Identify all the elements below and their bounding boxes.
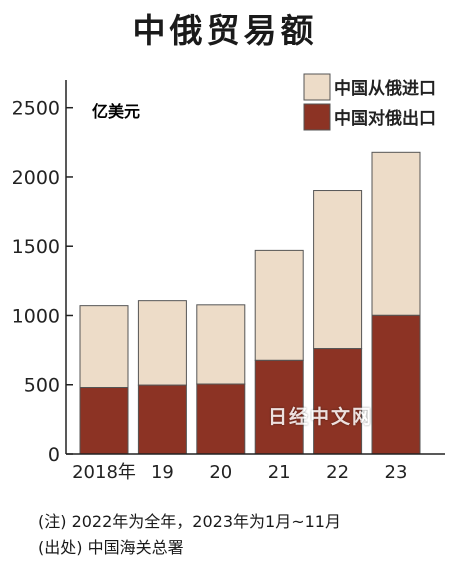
bar-import-2: [196, 304, 246, 385]
x-tick-label-3: 21: [268, 462, 291, 483]
y-tick-label-3: 1500: [12, 236, 60, 258]
x-tick-label-5: 23: [385, 462, 408, 483]
bar-export-4: [313, 348, 363, 455]
bar-import-0: [79, 305, 129, 389]
y-tick-label-2: 1000: [12, 305, 60, 327]
bar-export-3: [254, 359, 304, 455]
bar-export-0: [79, 387, 129, 455]
y-axis-unit-label: 亿美元: [92, 102, 140, 121]
watermark: 日经中文网: [268, 406, 374, 428]
note-scope: (注) 2022年为全年，2023年为1月~11月: [38, 512, 341, 531]
bars-group: [79, 151, 421, 455]
y-tick-label-1: 500: [24, 375, 60, 397]
axes-group: 2018年 19 20 21 22 23 0 500 1000 1500 2000 2500: [12, 80, 445, 483]
bar-import-1: [137, 300, 187, 386]
y-tick-label-4: 2000: [12, 167, 60, 189]
bar-export-2: [196, 383, 246, 455]
legend-swatch-1: [303, 103, 331, 131]
legend-swatch-0: [303, 73, 331, 101]
y-tick-label-0: 0: [48, 444, 60, 466]
x-tick-label-0: 2018年: [72, 462, 136, 483]
bar-export-1: [137, 384, 187, 455]
bar-import-4: [313, 190, 363, 350]
bar-import-5: [371, 151, 421, 316]
x-tick-label-4: 22: [326, 462, 349, 483]
bar-export-5: [371, 314, 421, 455]
x-tick-label-1: 19: [151, 462, 174, 483]
y-tick-label-5: 2500: [12, 98, 60, 120]
bar-import-3: [254, 249, 304, 361]
note-source: (出处) 中国海关总署: [38, 538, 184, 557]
legend-label-1: 中国对俄出口: [334, 108, 436, 129]
x-tick-label-2: 20: [209, 462, 232, 483]
legend-label-0: 中国从俄进口: [334, 78, 436, 99]
chart-title: 中俄贸易额: [132, 11, 318, 50]
